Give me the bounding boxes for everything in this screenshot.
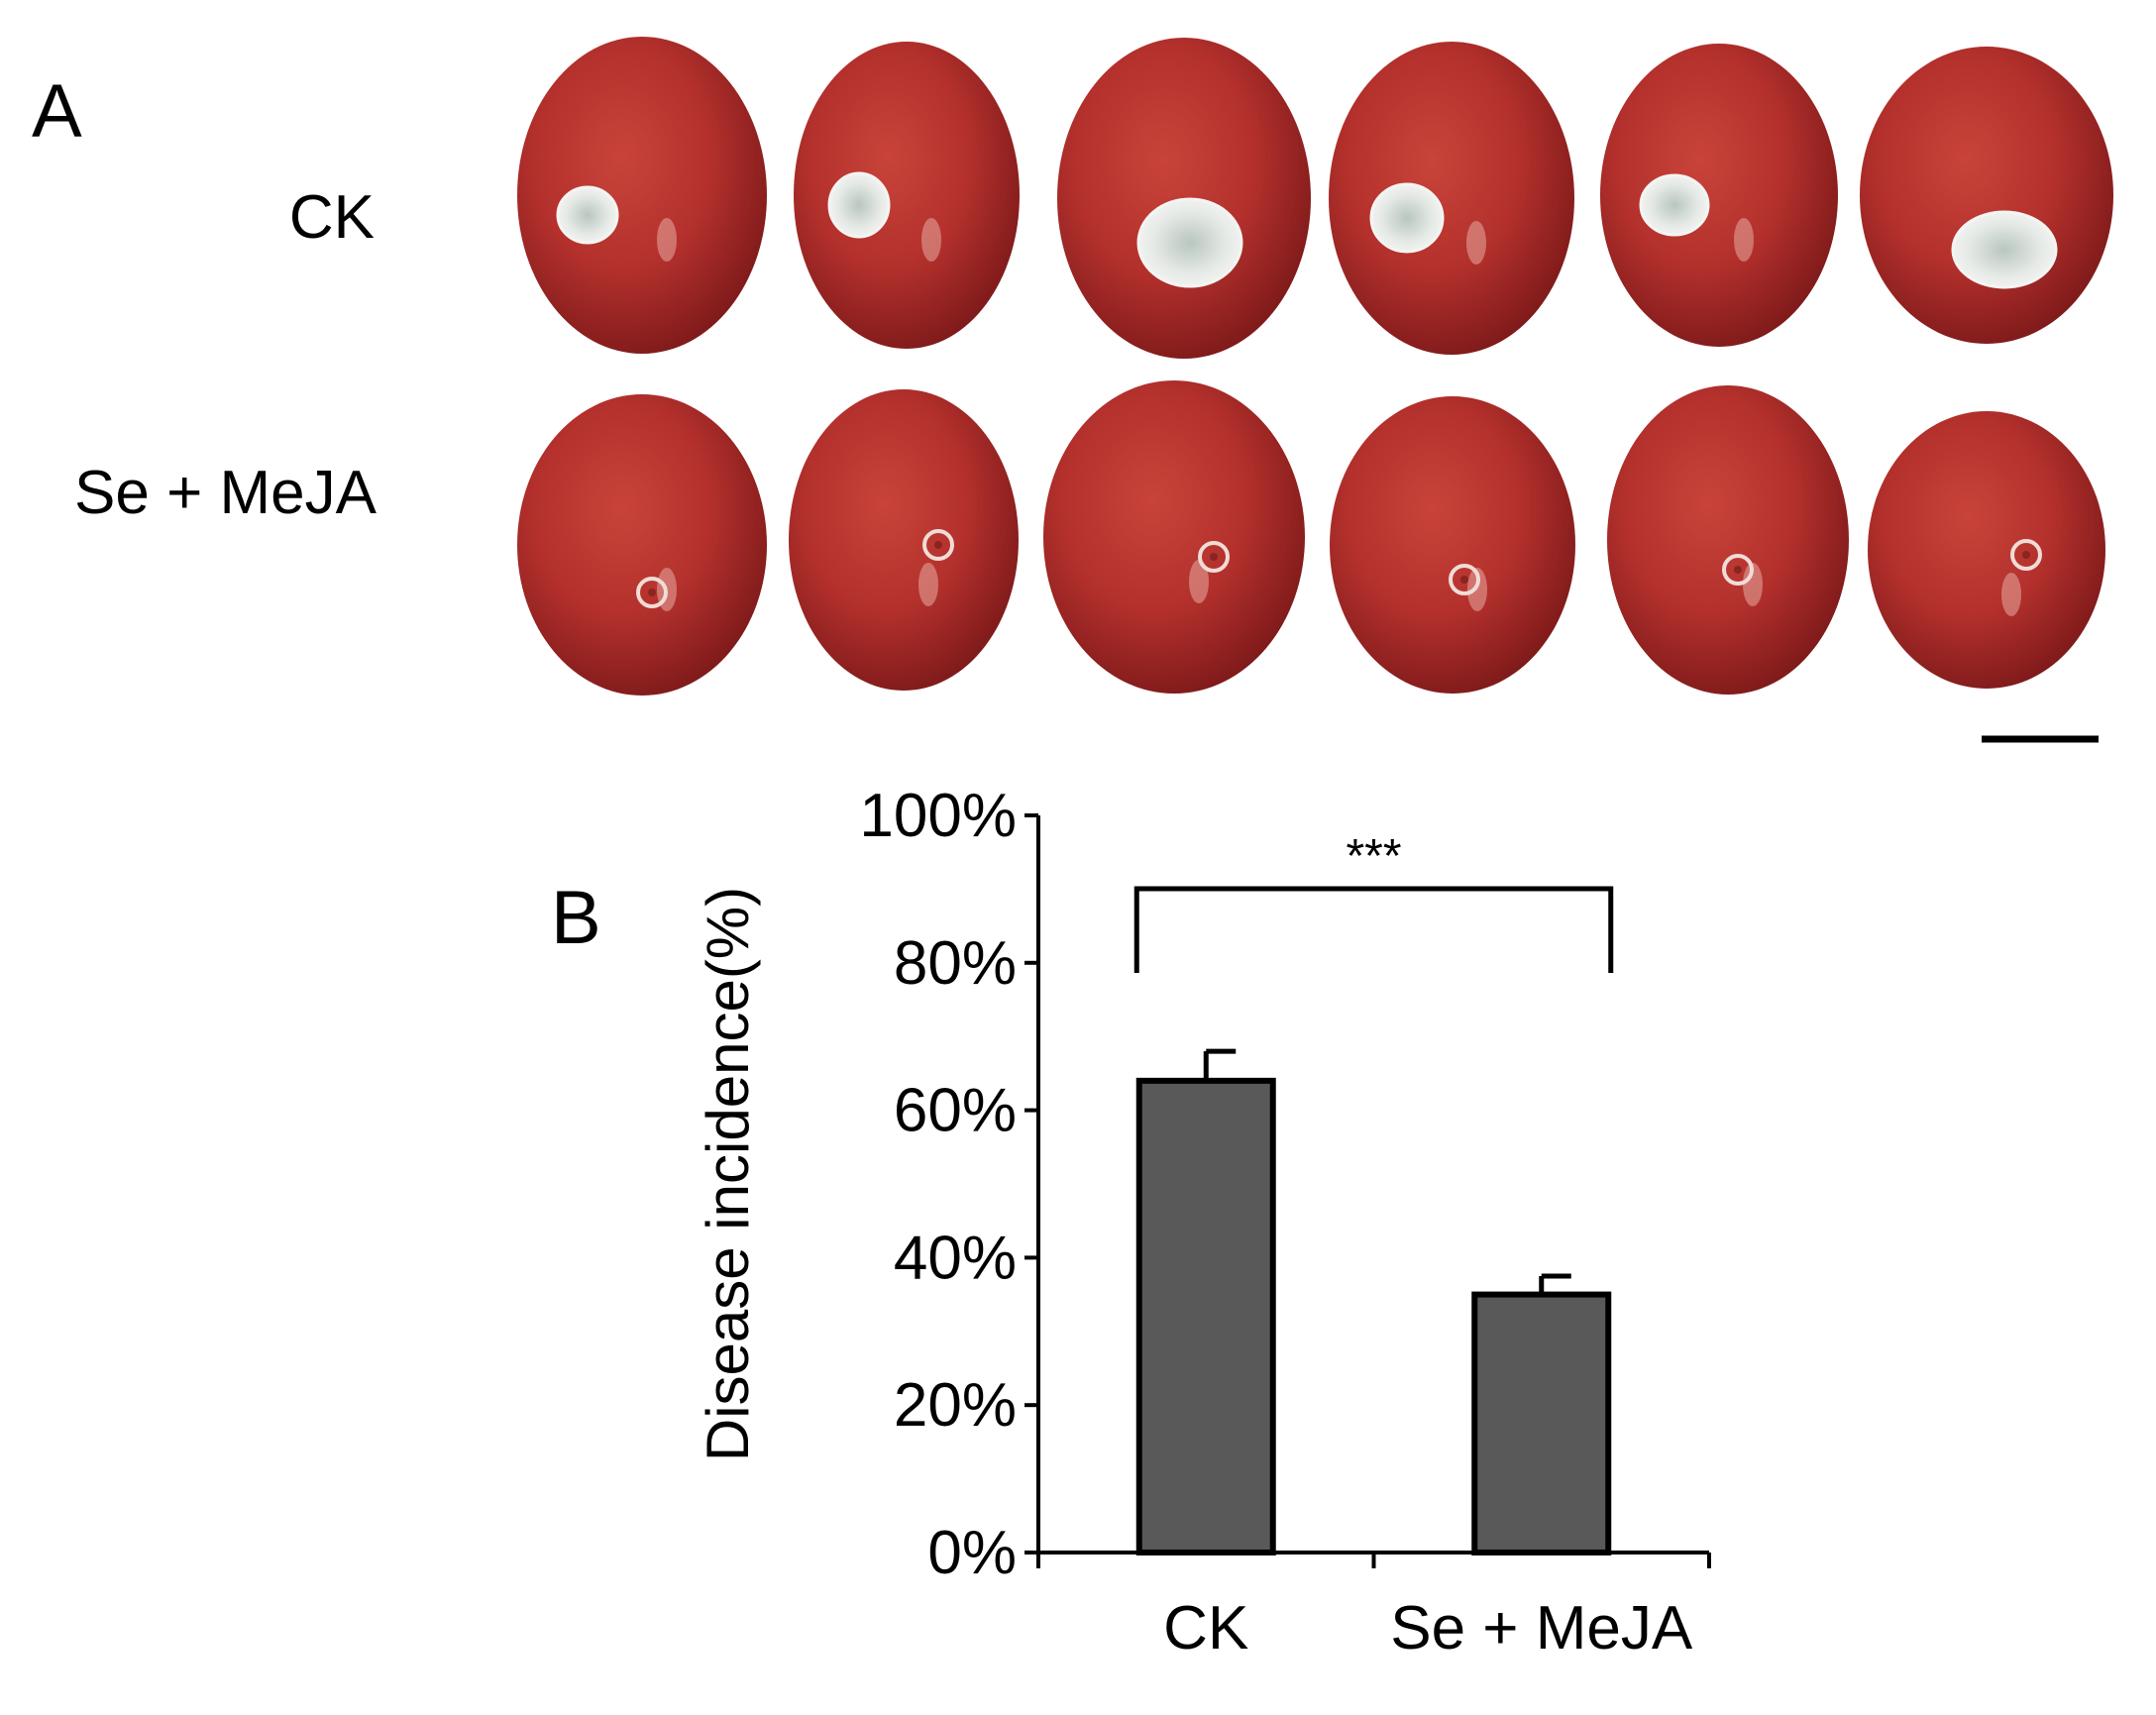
fruit-body (789, 389, 1019, 691)
wound-site (1722, 554, 1754, 586)
fruit-highlight (657, 218, 677, 262)
fruit-image (1043, 380, 1305, 694)
fruit-image (1330, 396, 1575, 694)
fruit-image (1607, 385, 1849, 695)
wound-dot (2022, 551, 2030, 559)
wound-site (636, 577, 668, 608)
wound-dot (1460, 576, 1468, 584)
fruit-image (1600, 44, 1838, 347)
wound-site (1198, 541, 1230, 573)
mold-lesion (1639, 173, 1710, 237)
row-label-se-meja: Se + MeJA (74, 459, 377, 527)
fruit-highlight (1189, 560, 1209, 603)
fruit-highlight (1467, 568, 1487, 611)
x-tick-label: CK (1163, 1594, 1248, 1662)
bar (1135, 1077, 1276, 1555)
y-tick-label: 40% (894, 1224, 1017, 1292)
fruit-row-ck (517, 37, 2113, 359)
fruit-image (517, 37, 767, 354)
fruit-body (1329, 42, 1574, 355)
fruit-highlight (1734, 218, 1754, 262)
significance-label: *** (1346, 830, 1401, 883)
fruit-highlight (1743, 563, 1763, 606)
y-tick-label: 20% (894, 1371, 1017, 1440)
x-tick-label: Se + MeJA (1390, 1594, 1693, 1662)
fruit-highlight (921, 218, 941, 262)
mold-lesion (1136, 197, 1243, 288)
wound-site (922, 529, 954, 561)
wound-site (1449, 564, 1480, 595)
mold-lesion (556, 185, 619, 245)
fruit-highlight (1466, 221, 1486, 265)
wound-dot (648, 589, 656, 596)
y-axis-label: Disease incidence(%) (695, 887, 761, 1461)
fruit-body (1600, 44, 1838, 347)
mold-lesion (1369, 182, 1445, 254)
y-tick-label: 80% (894, 929, 1017, 998)
wound-dot (1210, 553, 1218, 561)
fruit-highlight (918, 563, 938, 606)
panel-b-letter: B (551, 876, 601, 960)
fruit-body (794, 42, 1020, 349)
fruit-body (517, 37, 767, 354)
y-tick-label: 100% (859, 782, 1017, 850)
fruit-image (1329, 42, 1574, 355)
panel-a-letter: A (32, 69, 82, 154)
wound-site (2010, 539, 2042, 571)
fruit-body (1607, 385, 1849, 695)
fruit-image (789, 389, 1019, 691)
fruit-row-se-meja (517, 380, 2105, 696)
fruit-body (1330, 396, 1575, 694)
bar (1471, 1291, 1612, 1555)
row-label-ck: CK (289, 183, 375, 252)
fruit-body (1868, 411, 2105, 689)
fruit-image (794, 42, 1020, 349)
fruit-highlight (2001, 573, 2021, 616)
fruit-body (1043, 380, 1305, 694)
significance-bracket (1133, 886, 1614, 973)
fruit-image (517, 394, 767, 696)
fruit-image (1868, 411, 2105, 689)
wound-dot (934, 541, 942, 549)
y-tick-label: 0% (927, 1519, 1017, 1587)
bar-chart: 0% 20% 40% 60% 80% 100% CK Se + MeJA *** (859, 782, 1711, 1662)
fruit-image (1860, 47, 2113, 344)
fruit-image (1057, 38, 1311, 359)
mold-lesion (827, 171, 891, 239)
fruit-body (1860, 47, 2113, 344)
fruit-photo-grid (517, 37, 2113, 696)
mold-lesion (1951, 210, 2058, 289)
fruit-body (517, 394, 767, 696)
wound-dot (1734, 566, 1742, 574)
y-tick-label: 60% (894, 1077, 1017, 1145)
